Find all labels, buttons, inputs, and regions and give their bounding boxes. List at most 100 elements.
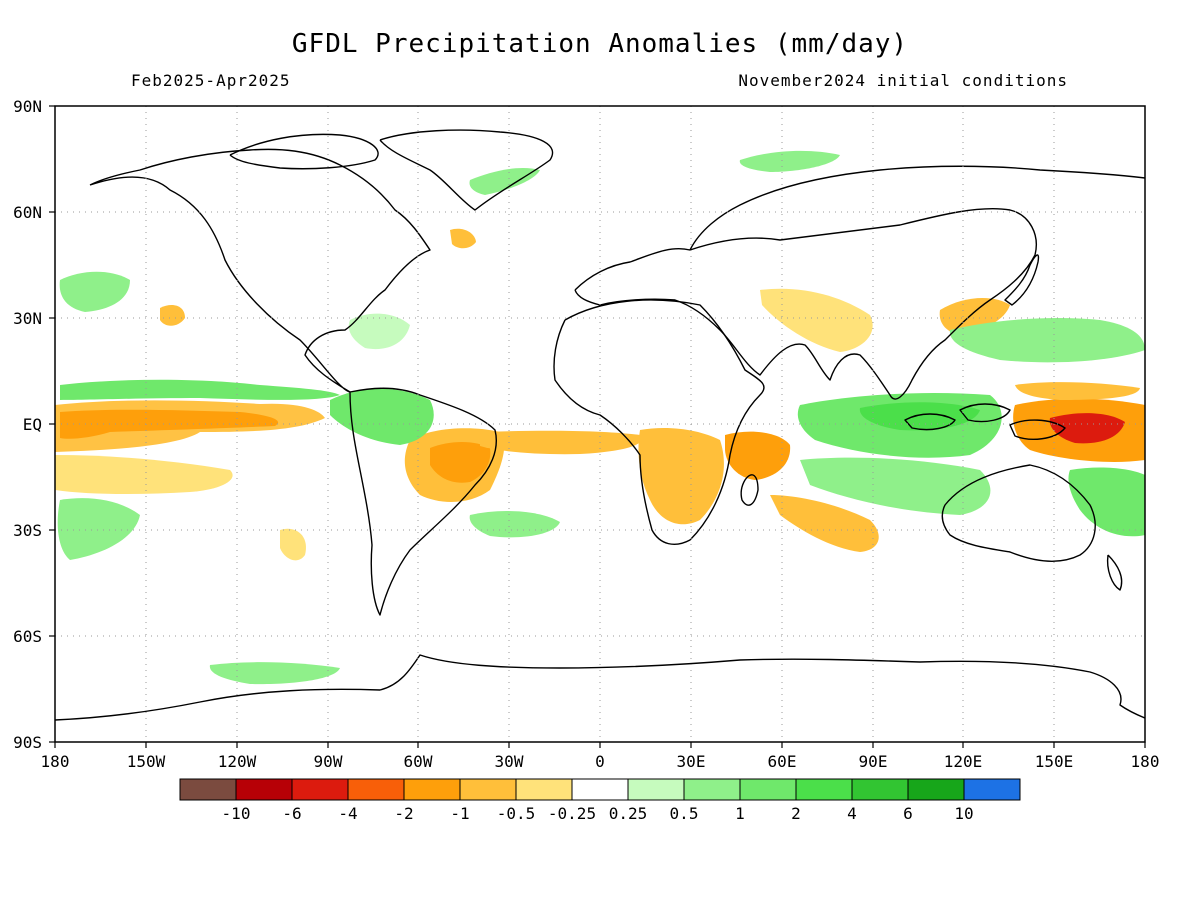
lon-label-30e: 30E (677, 752, 706, 771)
dry-patch-south-atlantic (280, 528, 306, 561)
colorbar-label: -0.5 (497, 804, 536, 823)
coast-arctic-eurasia (689, 165, 1146, 251)
colorbar-label: 10 (954, 804, 973, 823)
wet-north-america-east (348, 313, 410, 350)
dry-madagascar-ocean (770, 495, 879, 552)
map-panel: 90N 60N 30N EQ 30S 60S 90S 180 150W 120W… (13, 97, 1159, 771)
lon-label-120w: 120W (218, 752, 257, 771)
lon-label-180w: 180 (41, 752, 70, 771)
colorbar-label: 0.5 (670, 804, 699, 823)
colorbar-swatch (403, 778, 461, 801)
coast-north-america (89, 148, 431, 393)
coast-australia (941, 464, 1096, 562)
coast-eurasia (574, 207, 1037, 400)
dry-patch-pacific-30n (160, 305, 185, 326)
wet-maritime-core (859, 402, 980, 431)
lat-label-90s: 90S (13, 733, 42, 752)
tick-marks (49, 105, 1146, 748)
dry-east-africa-indian-ocean (725, 431, 791, 480)
figure-title: GFDL Precipitation Anomalies (mm/day) (292, 29, 908, 59)
coast-antarctica (54, 654, 1146, 721)
lon-label-30w: 30W (495, 752, 524, 771)
coast-japan (1004, 254, 1040, 306)
dry-amazon-core (430, 442, 491, 483)
lon-labels: 180 150W 120W 90W 60W 30W 0 30E 60E 90E … (41, 752, 1160, 771)
lon-label-90w: 90W (314, 752, 343, 771)
graticule (55, 106, 1145, 742)
dry-band-south-pacific (55, 455, 233, 495)
colorbar-swatch (179, 778, 237, 801)
anomaly-shading (55, 150, 1145, 685)
wet-greenland-sea (469, 168, 540, 195)
colorbar-label: -6 (282, 804, 301, 823)
wet-south-atlantic (469, 510, 560, 538)
colorbar-swatch (683, 778, 741, 801)
lon-label-60w: 60W (404, 752, 433, 771)
wet-south-pacific (1068, 467, 1145, 537)
lon-label-180e: 180 (1131, 752, 1160, 771)
colorbar-label: -1 (450, 804, 469, 823)
colorbar: -10 -6 -4 -2 -1 -0.5 -0.25 0.25 0.5 1 2 4 6 10 (179, 778, 1021, 823)
lat-label-30n: 30N (13, 309, 42, 328)
colorbar-label: -10 (222, 804, 251, 823)
colorbar-swatch (627, 778, 685, 801)
colorbar-swatch (851, 778, 909, 801)
colorbar-label: -2 (394, 804, 413, 823)
colorbar-labels: -10 -6 -4 -2 -1 -0.5 -0.25 0.25 0.5 1 2 4 6 10 (222, 804, 974, 823)
colorbar-swatch (739, 778, 797, 801)
colorbar-label: 2 (791, 804, 801, 823)
wet-antarctic-coast (209, 662, 340, 685)
colorbar-swatch (571, 778, 629, 801)
wet-itcz-north-pacific (60, 379, 340, 400)
dry-patch-north-atlantic (450, 228, 476, 249)
colorbar-swatch (963, 778, 1021, 801)
colorbar-label: 4 (847, 804, 857, 823)
colorbar-swatch (347, 778, 405, 801)
lat-label-90n: 90N (13, 97, 42, 116)
wet-southern-ocean-pacific (57, 498, 140, 560)
dry-west-pacific-core (1049, 413, 1125, 444)
lat-label-30s: 30S (13, 521, 42, 540)
wet-arctic-siberia (739, 150, 840, 172)
colorbar-label: 1 (735, 804, 745, 823)
colorbar-label: -0.25 (548, 804, 596, 823)
wet-west-pacific-north (949, 318, 1145, 363)
lon-label-150w: 150W (127, 752, 166, 771)
lon-label-60e: 60E (768, 752, 797, 771)
colorbar-swatch (515, 778, 573, 801)
colorbar-swatch (235, 778, 293, 801)
lon-label-0: 0 (595, 752, 605, 771)
colorbar-swatch (795, 778, 853, 801)
colorbar-swatch (459, 778, 517, 801)
dry-east-asia (939, 298, 1010, 335)
coast-maritime-continent (904, 403, 1066, 440)
colorbar-label: 0.25 (609, 804, 648, 823)
lon-label-150e: 150E (1035, 752, 1074, 771)
coast-africa (553, 299, 765, 546)
colorbar-swatches (179, 778, 1021, 801)
coast-arctic-islands (229, 133, 379, 170)
initial-conditions: November2024 initial conditions (738, 71, 1068, 90)
coast-south-america (349, 387, 497, 616)
wet-amazon-north (330, 388, 434, 445)
coast-madagascar (740, 474, 759, 506)
colorbar-swatch (291, 778, 349, 801)
colorbar-label: -4 (338, 804, 357, 823)
lat-labels: 90N 60N 30N EQ 30S 60S 90S (13, 97, 42, 752)
wet-north-pacific-30n (59, 271, 130, 312)
lat-label-eq: EQ (23, 415, 42, 434)
colorbar-swatch (907, 778, 965, 801)
forecast-period: Feb2025-Apr2025 (131, 71, 291, 90)
colorbar-label: 6 (903, 804, 913, 823)
coastlines (54, 129, 1146, 721)
lat-label-60s: 60S (13, 627, 42, 646)
lon-label-120e: 120E (944, 752, 983, 771)
wet-australia-region (800, 457, 991, 515)
dry-tropical-atlantic (480, 430, 642, 455)
coast-greenland (379, 129, 554, 211)
dry-arabian-india (760, 288, 873, 352)
lat-label-60n: 60N (13, 203, 42, 222)
dry-west-pacific-north (1015, 382, 1140, 400)
lon-label-90e: 90E (859, 752, 888, 771)
